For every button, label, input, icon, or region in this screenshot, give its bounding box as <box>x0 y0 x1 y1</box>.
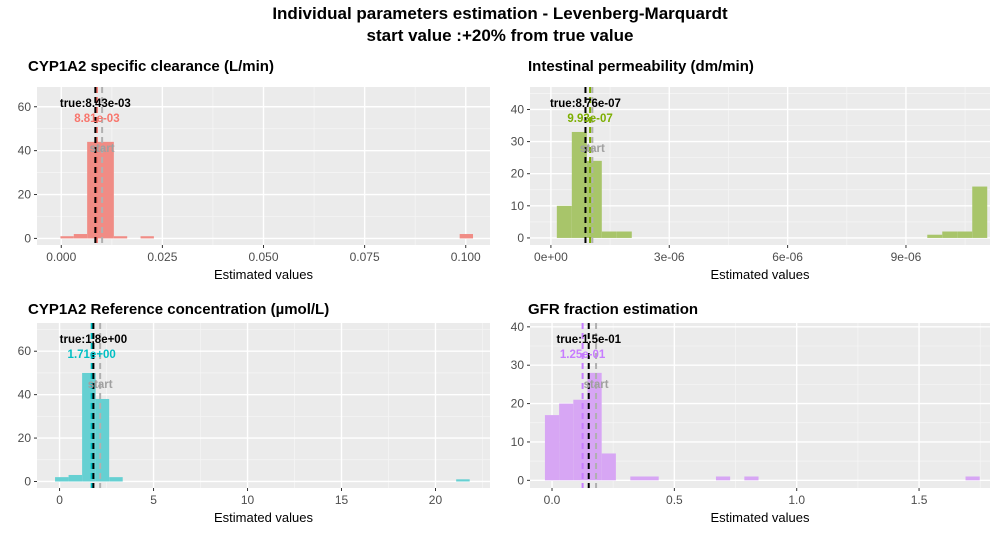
x-axis-title: Estimated values <box>711 267 810 282</box>
histogram-bar <box>573 399 588 481</box>
x-axis-title: Estimated values <box>711 510 810 525</box>
histogram-bar <box>601 231 617 238</box>
panel-title: CYP1A2 specific clearance (L/min) <box>28 58 274 75</box>
x-tick-label: 0.0 <box>544 493 561 507</box>
figure-title-area: Individual parameters estimation - Leven… <box>0 0 1000 47</box>
histogram-bar <box>586 160 602 238</box>
x-axis-title: Estimated values <box>214 510 313 525</box>
x-tick-label: 3e-06 <box>654 250 685 264</box>
y-tick-label: 10 <box>511 435 525 449</box>
y-tick-label: 30 <box>511 358 525 372</box>
true-value-label: true:1.5e-01 <box>556 334 621 346</box>
x-tick-label: 1.0 <box>788 493 805 507</box>
histogram-bar <box>744 476 759 481</box>
histogram-bar <box>459 234 474 239</box>
y-tick-label: 20 <box>18 188 32 202</box>
y-tick-label: 20 <box>18 431 32 445</box>
histogram-bar <box>113 236 128 239</box>
estimate-value-label: 9.93e-07 <box>567 113 612 125</box>
start-value-label: start <box>90 143 115 155</box>
x-axis-title: Estimated values <box>214 267 313 282</box>
figure-title: Individual parameters estimation - Leven… <box>272 4 728 23</box>
x-tick-label: 0 <box>56 493 63 507</box>
x-tick-label: 0.075 <box>350 250 380 264</box>
x-tick-label: 0e+00 <box>534 250 568 264</box>
histogram-bar <box>559 403 574 481</box>
true-value-label: true:8.43e-03 <box>60 98 131 110</box>
histogram-bar <box>556 205 572 238</box>
figure-subtitle: start value :+20% from true value <box>366 26 634 45</box>
x-tick-label: 0.000 <box>46 250 76 264</box>
y-tick-label: 10 <box>511 199 525 213</box>
histogram-bar <box>965 476 980 481</box>
y-tick-label: 40 <box>511 102 525 116</box>
x-tick-label: 1.5 <box>911 493 928 507</box>
x-tick-label: 0.050 <box>248 250 278 264</box>
plot-background <box>530 87 990 245</box>
panel-title: GFR fraction estimation <box>528 301 698 318</box>
y-tick-label: 0 <box>24 231 31 245</box>
histogram-bar <box>544 415 560 481</box>
x-tick-label: 10 <box>241 493 255 507</box>
histogram-bar <box>972 186 988 238</box>
estimate-value-label: 8.81e-03 <box>74 113 119 125</box>
y-tick-label: 0 <box>24 474 31 488</box>
estimate-value-label: 1.71e+00 <box>68 349 116 361</box>
histogram-bar <box>140 236 154 239</box>
true-value-label: true:8.76e-07 <box>550 98 621 110</box>
histogram-bar <box>630 476 645 481</box>
panel-clearance: CYP1A2 specific clearance (L/min) 0.000 0.… <box>18 58 490 282</box>
x-tick-label: 9e-06 <box>891 250 922 264</box>
histogram-bar <box>73 234 88 239</box>
y-tick-label: 60 <box>18 100 32 114</box>
start-value-label: start <box>584 379 609 391</box>
histogram-bar <box>55 477 69 482</box>
x-tick-label: 0.100 <box>451 250 481 264</box>
x-tick-label: 0.5 <box>666 493 683 507</box>
x-tick-label: 20 <box>429 493 443 507</box>
y-tick-label: 20 <box>511 397 525 411</box>
panel-gfr-fraction: GFR fraction estimation 0.0 0.5 1.0 1.5 0 10 20… <box>511 301 990 525</box>
y-tick-label: 20 <box>511 167 525 181</box>
y-tick-label: 0 <box>517 473 524 487</box>
panel-title: CYP1A2 Reference concentration (µmol/L) <box>28 301 329 318</box>
histogram-bar <box>715 476 731 481</box>
histogram-bar <box>601 453 616 481</box>
y-tick-label: 40 <box>18 388 32 402</box>
histogram-bar <box>942 231 958 238</box>
histogram-bar <box>100 141 114 239</box>
histogram-bar <box>60 236 74 239</box>
x-tick-label: 6e-06 <box>772 250 803 264</box>
histogram-bar <box>957 231 973 238</box>
histogram-bar <box>87 141 101 239</box>
histogram-bar <box>644 476 659 481</box>
histogram-bar <box>109 477 123 482</box>
histogram-bar <box>456 479 470 482</box>
start-value-label: start <box>580 143 605 155</box>
histogram-bar <box>95 398 110 482</box>
histogram-bar <box>571 131 587 238</box>
panel-title: Intestinal permeability (dm/min) <box>528 58 754 75</box>
histogram-bar <box>616 231 632 238</box>
y-tick-label: 40 <box>511 320 525 334</box>
true-value-label: true:1.8e+00 <box>60 334 127 346</box>
panel-reference-concentration: CYP1A2 Reference concentration (µmol/L) 0… <box>18 301 490 525</box>
histogram-bar <box>587 372 602 481</box>
y-tick-label: 40 <box>18 144 32 158</box>
y-tick-label: 30 <box>511 135 525 149</box>
start-value-label: start <box>88 379 113 391</box>
histogram-bar <box>927 234 943 238</box>
histogram-bar <box>68 474 83 482</box>
x-tick-label: 5 <box>150 493 157 507</box>
y-tick-label: 0 <box>517 231 524 245</box>
estimate-value-label: 1.25e-01 <box>560 349 606 361</box>
panel-permeability: Intestinal permeability (dm/min) 0e+00 3e-… <box>511 58 990 282</box>
x-tick-label: 0.025 <box>147 250 177 264</box>
x-tick-label: 15 <box>335 493 349 507</box>
y-tick-label: 60 <box>18 344 32 358</box>
plot-background <box>37 323 490 488</box>
